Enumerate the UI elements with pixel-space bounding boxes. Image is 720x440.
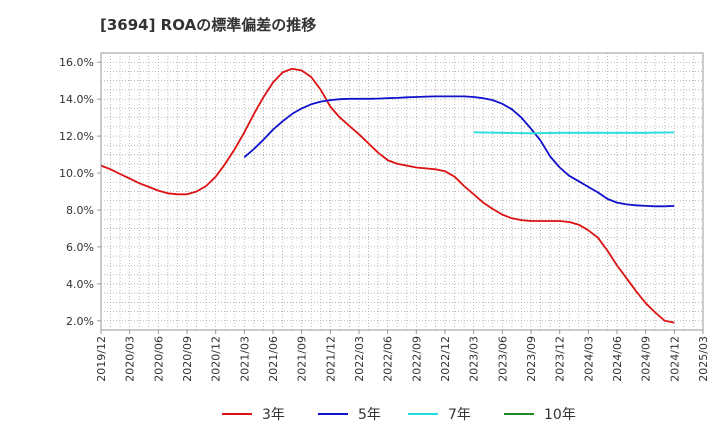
x-tick-label: 2020/09 bbox=[181, 336, 194, 382]
x-tick-label: 2020/03 bbox=[124, 336, 137, 382]
x-tick-label: 2023/12 bbox=[554, 336, 567, 382]
y-tick-label: 2.0% bbox=[66, 315, 94, 328]
x-tick-label: 2024/09 bbox=[640, 336, 653, 382]
y-tick-label: 16.0% bbox=[59, 56, 94, 69]
legend-label: 10年 bbox=[544, 407, 576, 423]
x-tick-label: 2024/12 bbox=[668, 336, 681, 382]
x-tick-label: 2023/03 bbox=[468, 336, 481, 382]
plot-frame bbox=[100, 52, 704, 331]
x-tick-label: 2023/06 bbox=[496, 336, 509, 382]
x-tick-label: 2020/12 bbox=[210, 336, 223, 382]
x-tick-label: 2024/03 bbox=[582, 336, 595, 382]
x-tick-label: 2022/09 bbox=[410, 336, 423, 382]
y-axis: 2.0% 4.0% 6.0% 8.0% 10.0% 12.0% 14.0% 16.0% bbox=[59, 56, 101, 328]
x-tick-label: 2019/12 bbox=[95, 336, 108, 382]
x-tick-label: 2024/06 bbox=[611, 336, 624, 382]
y-tick-label: 10.0% bbox=[59, 167, 94, 180]
x-tick-label: 2022/12 bbox=[439, 336, 452, 382]
x-tick-label: 2023/09 bbox=[525, 336, 538, 382]
x-tick-label: 2021/06 bbox=[267, 336, 280, 382]
x-tick-label: 2021/03 bbox=[238, 336, 251, 382]
series-lines bbox=[100, 67, 675, 324]
legend-label: 5年 bbox=[358, 407, 381, 423]
chart-title: [3694] ROAの標準偏差の推移 bbox=[100, 16, 317, 34]
y-tick-label: 14.0% bbox=[59, 93, 94, 106]
legend: 3年 5年 7年 10年 bbox=[222, 407, 576, 423]
series-line-5年 bbox=[243, 95, 675, 208]
legend-label: 7年 bbox=[448, 407, 471, 423]
series-line-7年 bbox=[473, 131, 675, 135]
y-tick-label: 6.0% bbox=[66, 241, 94, 254]
x-axis: 2019/12 2020/03 2020/06 2020/09 2020/12 2021/… bbox=[95, 330, 710, 382]
x-tick-label: 2021/12 bbox=[324, 336, 337, 382]
y-tick-label: 4.0% bbox=[66, 278, 94, 291]
x-tick-label: 2021/09 bbox=[296, 336, 309, 382]
legend-label: 3年 bbox=[262, 407, 285, 423]
grid-lines bbox=[101, 53, 703, 330]
y-tick-label: 8.0% bbox=[66, 204, 94, 217]
x-tick-label: 2022/06 bbox=[382, 336, 395, 382]
x-tick-label: 2022/03 bbox=[353, 336, 366, 382]
series-line-3年 bbox=[100, 67, 675, 324]
x-tick-label: 2025/03 bbox=[697, 336, 710, 382]
y-tick-label: 12.0% bbox=[59, 130, 94, 143]
x-tick-label: 2020/06 bbox=[152, 336, 165, 382]
